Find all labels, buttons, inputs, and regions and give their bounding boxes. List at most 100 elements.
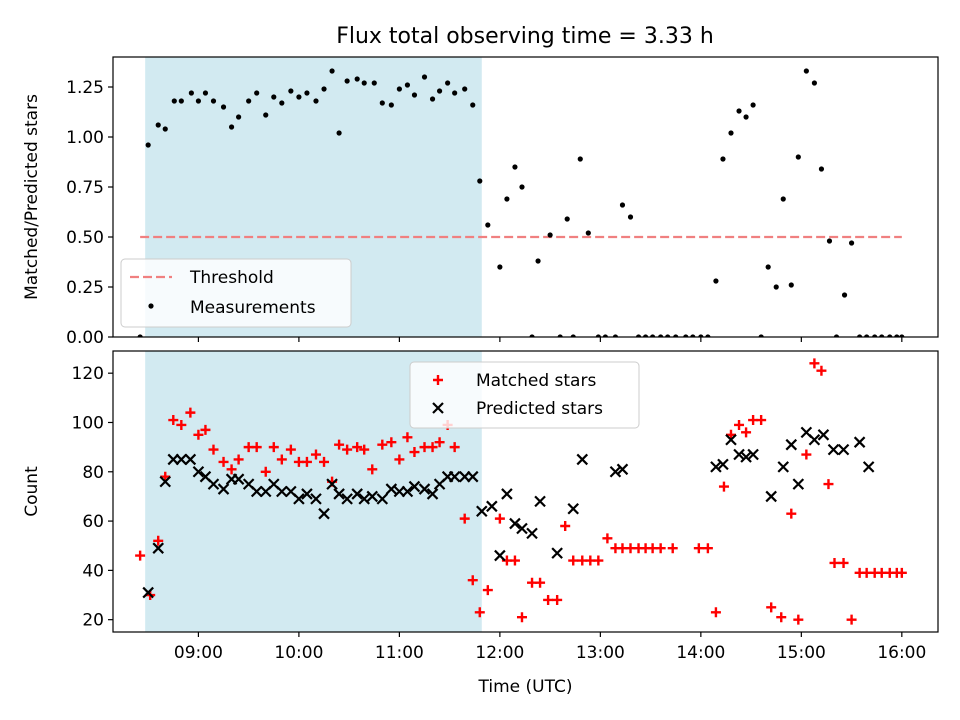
bottom-ylabel: Count (22, 466, 42, 517)
top-point (848, 240, 855, 246)
bottom-point (740, 451, 752, 463)
bottom-point (717, 458, 729, 471)
bottom-point (386, 437, 397, 448)
bottom-point (494, 549, 506, 562)
bottom-point (474, 607, 485, 618)
top-point (263, 112, 269, 118)
bottom-ytick-label: 20 (82, 611, 104, 631)
bottom-point (846, 614, 857, 625)
top-point (803, 68, 809, 74)
top-point (650, 334, 656, 337)
bottom-point (829, 557, 840, 568)
top-point (195, 98, 202, 104)
top-point (171, 98, 177, 104)
bottom-panel: 20 40 60 80 100 120 09:00 10:00 11:00 12:00 13:00 1… (22, 350, 939, 697)
top-point (564, 216, 570, 222)
bottom-point (734, 419, 745, 430)
top-point (887, 334, 893, 337)
top-ytick-label: 0.00 (66, 328, 104, 348)
bottom-point (402, 432, 413, 443)
top-point (899, 334, 905, 337)
bottom-point (176, 419, 187, 430)
bottom-point (385, 483, 398, 495)
top-point (780, 196, 786, 202)
bottom-point (838, 557, 849, 568)
bottom-point (509, 517, 521, 530)
bottom-point (310, 449, 321, 460)
top-ylabel: Matched/Predicted stars (22, 94, 42, 300)
top-series-measurements (137, 68, 905, 337)
top-ytick-label: 1.00 (66, 128, 104, 148)
top-point (864, 334, 870, 337)
bottom-point (159, 475, 172, 488)
top-point (344, 78, 350, 84)
top-point (547, 232, 553, 238)
bottom-xtick-label: 10:00 (274, 643, 323, 663)
top-point (254, 90, 260, 96)
top-point (841, 292, 848, 298)
bottom-point (576, 453, 589, 466)
bottom-point (792, 478, 805, 490)
bottom-xtick-label: 15:00 (777, 643, 826, 663)
bottom-point (655, 543, 666, 554)
bottom-point (185, 407, 196, 418)
bottom-xtick-label: 11:00 (375, 643, 424, 663)
bottom-point (609, 466, 622, 478)
top-point (155, 122, 161, 128)
top-point (462, 86, 468, 92)
top-point (894, 334, 900, 337)
top-point (690, 334, 696, 337)
bottom-point (693, 543, 704, 554)
bottom-point (534, 495, 546, 508)
bottom-point (426, 488, 439, 500)
top-point (202, 90, 209, 96)
bottom-xtick-label: 12:00 (475, 643, 524, 663)
top-ytick-label: 1.25 (66, 78, 104, 98)
top-point (705, 334, 711, 337)
bottom-point (526, 527, 538, 540)
top-point (313, 98, 319, 104)
top-point (758, 334, 764, 337)
top-point (421, 74, 428, 80)
top-point (585, 230, 591, 236)
bottom-point (718, 481, 729, 492)
top-point (354, 76, 360, 82)
bottom-ytick-label: 100 (72, 413, 104, 433)
bottom-point (616, 463, 629, 476)
bottom-point (310, 493, 322, 505)
top-point (512, 164, 518, 170)
bottom-point (667, 543, 678, 554)
top-point (396, 86, 402, 92)
top-point (246, 98, 252, 104)
bottom-point (409, 447, 420, 458)
bottom-point (168, 415, 179, 426)
top-point (736, 108, 742, 114)
top-point (773, 284, 779, 290)
bottom-point (702, 543, 713, 554)
top-point (485, 222, 491, 228)
bottom-ytick-label: 60 (82, 512, 104, 532)
bottom-point (352, 442, 363, 453)
top-point (296, 94, 302, 100)
top-point (321, 86, 327, 92)
top-point (818, 166, 825, 172)
top-point (642, 334, 649, 337)
bottom-point (268, 442, 279, 453)
top-point (811, 80, 818, 86)
bottom-point (377, 439, 388, 450)
bottom-point (293, 493, 305, 505)
top-ytick-label: 0.25 (66, 278, 104, 298)
bottom-ytick-label: 80 (82, 463, 104, 483)
bottom-point (376, 493, 389, 505)
bottom-point (509, 555, 520, 566)
bottom-point (217, 483, 230, 495)
top-point (336, 130, 342, 136)
bottom-point (418, 483, 431, 495)
top-point (304, 90, 310, 96)
bottom-point (808, 433, 821, 446)
bottom-point (341, 493, 353, 505)
bottom-point (160, 471, 171, 482)
top-legend: Threshold Measurements (120, 258, 352, 328)
bottom-point (535, 577, 546, 588)
bottom-point (152, 542, 164, 554)
